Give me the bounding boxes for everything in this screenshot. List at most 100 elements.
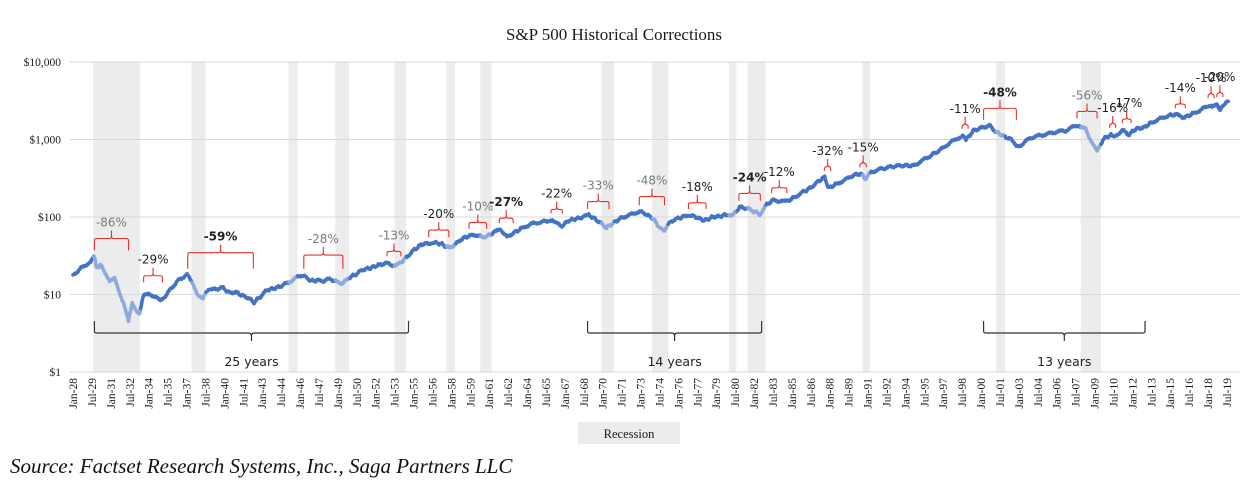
y-tick-label: $10 [44, 289, 62, 302]
x-tick-label: Jan-91 [863, 378, 875, 409]
x-tick-label: Jul-92 [881, 378, 893, 407]
series-line-recession-segment [444, 241, 458, 250]
x-tick-label: Jul-95 [919, 378, 931, 407]
y-tick-label: $10,000 [24, 56, 62, 69]
x-tick-label: Jan-43 [257, 378, 269, 409]
legend-recession-swatch [578, 422, 680, 444]
x-tick-label: Jan-18 [1203, 378, 1215, 409]
sp500-series [71, 99, 1231, 324]
series-line-segment [454, 232, 483, 246]
drawdown-bracket [1109, 115, 1117, 128]
drawdown-label: -24% [733, 170, 767, 184]
series-line-recession-segment [600, 219, 617, 231]
drawdown-label: -17% [1111, 96, 1142, 110]
series-line-segment [666, 212, 731, 226]
x-tick-label: Jan-49 [333, 378, 345, 409]
drawdown-bracket [93, 230, 130, 251]
drawdown-bracket [1216, 85, 1224, 98]
series-line-segment [295, 273, 338, 284]
drawdown-bracket [587, 193, 610, 210]
span-bracket [93, 321, 410, 341]
x-tick-label: Jan-97 [938, 378, 950, 409]
series-line-segment [71, 254, 96, 277]
x-tick-label: Jan-85 [787, 378, 799, 409]
drawdown-label: -33% [583, 179, 614, 193]
series-line-recession-segment [190, 280, 208, 301]
y-tick-label: $1,000 [29, 134, 61, 147]
x-tick-label: Jul-53 [390, 378, 402, 407]
series-line-recession-segment [479, 232, 495, 240]
x-tick-label: Jan-37 [182, 378, 194, 409]
drawdown-bracket [771, 179, 788, 194]
x-tick-label: Jan-64 [522, 378, 534, 409]
span-label: 13 years [1037, 354, 1091, 369]
x-tick-label: Jul-77 [692, 378, 704, 407]
drawdown-bracket [824, 158, 832, 171]
x-tick-label: Jan-09 [1090, 378, 1102, 409]
drawdown-label: -20% [423, 207, 454, 221]
x-tick-label: Jan-46 [295, 378, 307, 409]
x-tick-label: Jul-04 [1033, 378, 1045, 407]
drawdown-label: -59% [204, 230, 238, 244]
x-tick-label: Jan-06 [1052, 378, 1064, 409]
drawdown-label: -18% [682, 180, 713, 194]
x-tick-label: Jul-59 [465, 378, 477, 407]
span-label: 25 years [224, 354, 278, 369]
drawdown-label: -12% [764, 165, 795, 179]
x-axis-ticks: Jan-28 Jul-29 Jan-31 Jul-32 Jan-34 Jul-35 Jan-… [68, 378, 1234, 409]
drawdown-bracket [550, 201, 563, 214]
drawdown-bracket [983, 100, 1017, 120]
drawdown-label: -10% [462, 200, 493, 214]
drawdown-label: -86% [96, 216, 127, 230]
series-line-segment [490, 212, 604, 239]
y-axis-ticks: $10,000 $1,000 $100 $10 $1 [24, 56, 62, 379]
x-tick-label: Jul-01 [995, 378, 1007, 407]
drawdown-label: -27% [489, 195, 523, 209]
series-line-segment [868, 122, 998, 175]
series-line-recession-segment [334, 276, 352, 287]
drawdown-bracket [638, 188, 666, 206]
drawdown-label: -11% [950, 102, 981, 116]
x-tick-label: Jul-07 [1071, 378, 1083, 407]
drawdown-bracket [143, 267, 164, 283]
x-tick-label: Jul-80 [730, 378, 742, 407]
series-line-recession-segment [392, 254, 409, 268]
x-tick-label: Jan-88 [825, 378, 837, 409]
x-tick-label: Jan-34 [144, 378, 156, 409]
x-tick-label: Jan-40 [219, 378, 231, 409]
x-tick-label: Jul-89 [844, 378, 856, 407]
x-tick-label: Jan-55 [409, 378, 421, 409]
series-line-segment [348, 260, 397, 281]
x-tick-label: Jan-03 [1014, 378, 1026, 409]
x-tick-label: Jan-61 [484, 378, 496, 409]
drawdown-bracket [498, 210, 514, 224]
series-line-recession-segment [91, 254, 143, 324]
drawdown-label: -28% [308, 232, 339, 246]
series-line-segment [764, 171, 865, 207]
x-tick-label: Jul-19 [1222, 378, 1234, 407]
series-line-recession-segment [650, 216, 671, 233]
drawdown-bracket [386, 243, 402, 257]
series-line-segment [204, 280, 291, 306]
series-line-segment [1099, 99, 1231, 146]
x-tick-label: Jan-00 [976, 378, 988, 409]
y-tick-label: $1 [50, 366, 62, 379]
drawdown-bracket [859, 155, 867, 168]
drawdown-label: -22% [541, 186, 572, 200]
series-line-segment [735, 204, 750, 213]
series-line-recession-segment [746, 203, 768, 218]
series-line-segment [138, 272, 194, 311]
drawdown-label: -48% [636, 174, 667, 188]
drawdown-label: -10% [1196, 71, 1227, 85]
drawdown-label: -14% [1165, 81, 1196, 95]
drawdown-bracket [1076, 103, 1098, 119]
span-bracket [982, 321, 1146, 341]
x-tick-label: Jul-74 [654, 378, 666, 407]
x-tick-label: Jan-82 [749, 378, 761, 409]
x-tick-label: Jul-47 [314, 378, 326, 407]
x-tick-label: Jan-67 [560, 378, 572, 409]
x-tick-label: Jan-94 [900, 378, 912, 409]
x-tick-label: Jan-73 [636, 378, 648, 409]
span-brackets: 25 years 14 years 13 years [93, 321, 1146, 369]
y-gridlines [70, 61, 1240, 373]
